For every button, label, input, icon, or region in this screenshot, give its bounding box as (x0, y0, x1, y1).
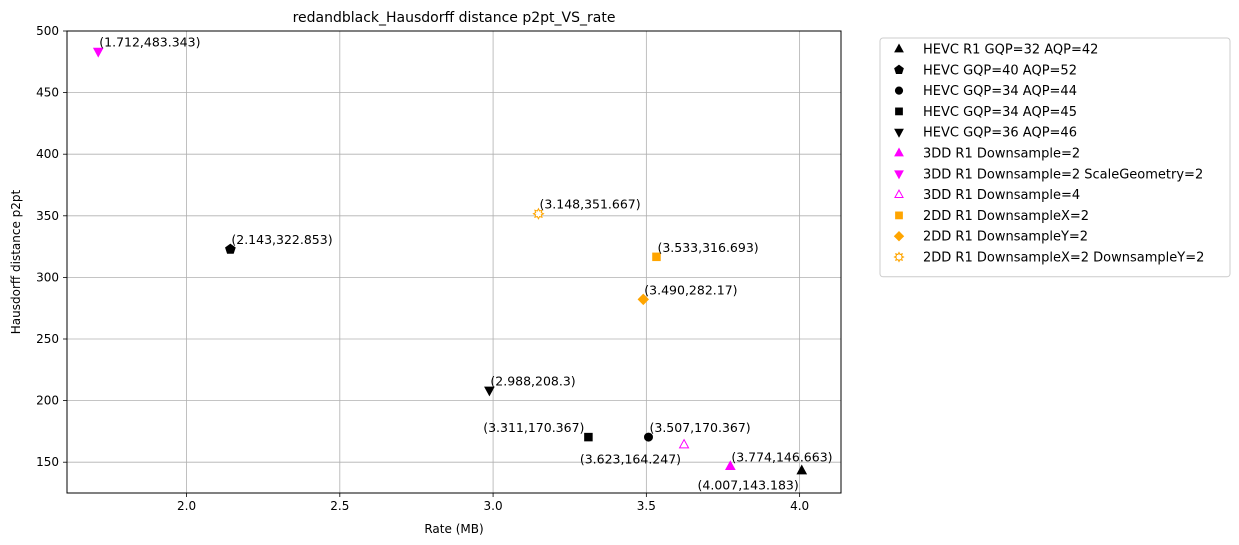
legend-marker (893, 230, 905, 242)
x-tick-label: 2.0 (177, 499, 196, 513)
data-label: (3.623,164.247) (580, 452, 681, 467)
data-point (652, 252, 661, 262)
y-axis-label: Hausdorff distance p2pt (9, 189, 23, 334)
legend-marker (895, 211, 903, 220)
grid (67, 30, 841, 493)
x-tick-label: 3.5 (637, 499, 656, 513)
y-tick-label: 450 (36, 86, 59, 100)
legend-marker (894, 147, 904, 157)
legend-entry: HEVC GQP=40 AQP=52 (923, 63, 1077, 78)
data-markers (92, 47, 808, 475)
x-tick-label: 3.0 (484, 499, 503, 513)
data-point (796, 464, 808, 475)
legend-entry: 3DD R1 Downsample=2 ScaleGeometry=2 (923, 167, 1203, 182)
data-point (643, 432, 653, 442)
legend-entry: HEVC GQP=34 AQP=44 (923, 84, 1077, 99)
data-label: (3.507,170.367) (649, 420, 750, 435)
legend-entry: HEVC GQP=36 AQP=46 (923, 126, 1077, 141)
legend-marker (894, 189, 904, 199)
x-axis-label: Rate (MB) (424, 522, 483, 536)
legend-entry: 2DD R1 DownsampleY=2 (923, 230, 1088, 245)
data-label: (2.988,208.3) (490, 373, 575, 388)
y-tick-label: 150 (36, 455, 59, 469)
axis-ticks: 2.0 2.5 3.0 3.5 4.0 150 200 250 300 350 400 450 500 (36, 24, 809, 513)
legend: HEVC R1 GQP=32 AQP=42 HEVC GQP=40 AQP=52 H… (879, 37, 1231, 278)
data-point (92, 47, 104, 58)
legend-entry: 2DD R1 DownsampleX=2 (923, 209, 1089, 224)
data-labels: (4.007,143.183) (2.143,322.853) (3.507,170… (99, 35, 832, 493)
legend-entry: 2DD R1 DownsampleX=2 DownsampleY=2 (923, 251, 1204, 266)
legend-marker (894, 170, 904, 180)
legend-box (879, 37, 1231, 278)
y-tick-label: 400 (36, 147, 59, 161)
legend-entry: HEVC GQP=34 AQP=45 (923, 105, 1077, 120)
data-point (532, 207, 545, 220)
data-label: (3.533,316.693) (657, 240, 758, 255)
data-point (225, 243, 236, 254)
data-label: (3.774,146.663) (731, 449, 832, 464)
y-tick-label: 300 (36, 270, 59, 284)
data-label: (3.148,351.667) (539, 197, 640, 212)
x-tick-label: 2.5 (330, 499, 349, 513)
data-label: (2.143,322.853) (231, 232, 332, 247)
data-point (678, 438, 690, 449)
legend-marker (893, 251, 905, 263)
data-label: (3.311,170.367) (483, 420, 584, 435)
data-label: (4.007,143.183) (698, 478, 799, 493)
chart-title: redandblack_Hausdorff distance p2pt_VS_r… (293, 10, 616, 26)
y-tick-label: 250 (36, 332, 59, 346)
legend-marker (895, 107, 903, 116)
legend-marker (894, 64, 904, 74)
y-tick-label: 500 (36, 24, 59, 38)
y-tick-label: 200 (36, 394, 59, 408)
x-tick-label: 4.0 (790, 499, 809, 513)
legend-marker (894, 128, 904, 138)
y-tick-label: 350 (36, 209, 59, 223)
legend-entry: 3DD R1 Downsample=4 (923, 188, 1080, 203)
legend-marker (894, 43, 904, 53)
data-point (584, 432, 593, 442)
data-point (637, 293, 649, 306)
legend-entry: 3DD R1 Downsample=2 (923, 147, 1080, 162)
plot-area (66, 30, 842, 494)
data-label: (1.712,483.343) (99, 35, 200, 50)
data-label: (3.490,282.17) (644, 282, 737, 297)
legend-marker (894, 86, 904, 95)
data-point (724, 460, 736, 471)
data-point (484, 386, 495, 397)
legend-entry: HEVC R1 GQP=32 AQP=42 (923, 43, 1098, 58)
